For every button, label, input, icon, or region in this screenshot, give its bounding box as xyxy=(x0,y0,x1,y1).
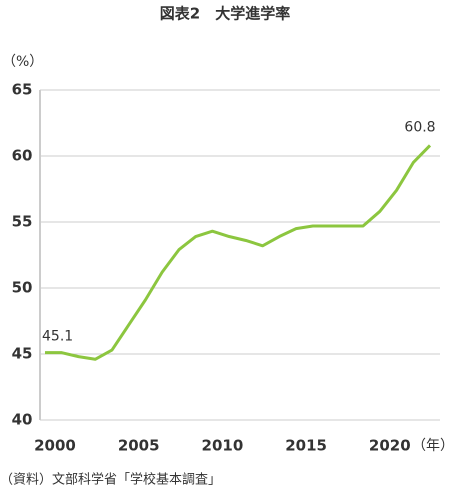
y-tick-label: 50 xyxy=(12,279,33,297)
source-note: （資料）文部科学省「学校基本調査」 xyxy=(0,472,221,488)
y-axis-label: （%） xyxy=(2,54,43,70)
y-tick-label: 40 xyxy=(12,411,33,429)
data-line xyxy=(45,144,432,361)
x-tick-label: 2015 xyxy=(285,437,327,455)
chart-title: 図表2 大学進学率 xyxy=(160,5,290,23)
data-label: 45.1 xyxy=(42,329,73,345)
x-tick-label: 2010 xyxy=(202,437,244,455)
y-tick-label: 55 xyxy=(12,213,33,231)
y-tick-label: 60 xyxy=(12,147,33,165)
y-tick-label: 45 xyxy=(12,345,33,363)
x-tick-label: 2020 xyxy=(369,437,411,455)
data-label: 60.8 xyxy=(404,119,435,135)
y-tick-label: 65 xyxy=(12,81,33,99)
x-tick-label: 2005 xyxy=(118,437,160,455)
x-axis-label: （年） xyxy=(412,438,450,454)
x-tick-label: 2000 xyxy=(34,437,76,455)
